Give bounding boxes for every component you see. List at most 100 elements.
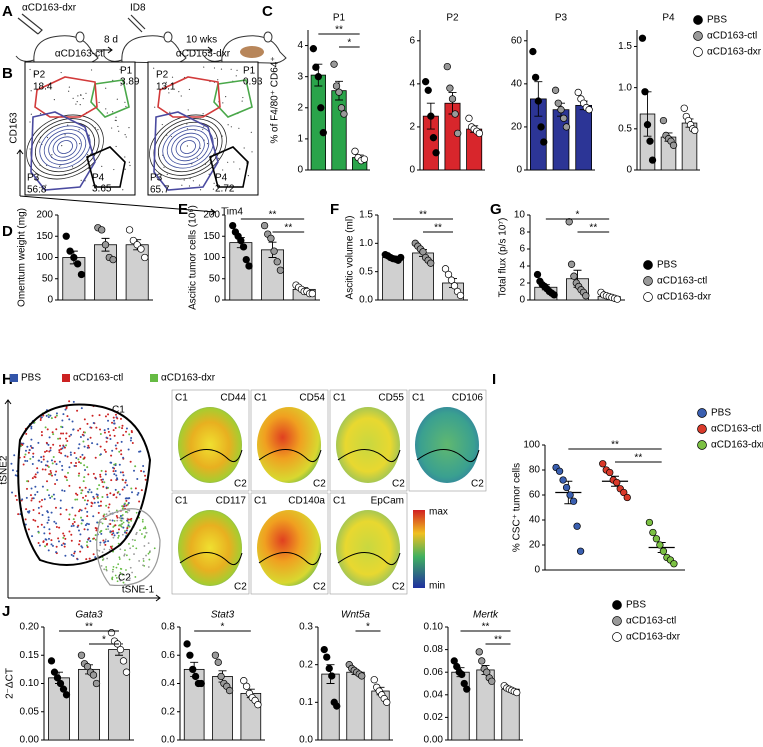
event	[125, 136, 127, 138]
significance-label: **	[634, 453, 642, 464]
legend-label: αCD163-dxr	[707, 47, 762, 58]
cell	[78, 443, 81, 446]
legend-label: αCD163-dxr	[626, 632, 681, 643]
cell	[72, 518, 75, 521]
data-point	[397, 253, 405, 262]
cell	[118, 426, 121, 429]
cell	[103, 568, 106, 571]
cell	[87, 523, 90, 526]
cell	[107, 506, 110, 509]
cell	[37, 506, 40, 509]
y-tick-label: 1.0	[618, 82, 632, 93]
cell	[15, 498, 18, 501]
cell	[86, 446, 89, 449]
cell	[99, 432, 102, 435]
cell	[34, 519, 37, 522]
heatmap	[336, 407, 400, 483]
cell	[142, 527, 145, 530]
event	[218, 157, 220, 159]
y-tick-label: 0.1	[299, 697, 313, 708]
event	[125, 105, 127, 108]
data-point	[613, 478, 621, 487]
cell	[43, 526, 46, 529]
data-point	[656, 541, 664, 549]
legend-swatch	[697, 424, 707, 434]
cell	[134, 539, 136, 542]
cell	[126, 527, 129, 530]
cell	[99, 428, 102, 431]
cell	[123, 553, 126, 556]
event	[192, 180, 195, 182]
contour	[35, 121, 95, 173]
cluster-outline	[337, 449, 401, 463]
event	[60, 71, 62, 74]
cluster-outline	[179, 449, 243, 463]
cell	[90, 491, 93, 494]
event	[113, 168, 115, 171]
data-point	[443, 62, 451, 71]
cell	[77, 429, 80, 432]
y-tick-label: 40	[529, 515, 541, 526]
cell	[109, 530, 112, 533]
cell	[83, 476, 86, 479]
data-point	[646, 137, 654, 145]
cell	[86, 438, 89, 441]
cell	[125, 554, 128, 557]
cell	[124, 481, 127, 484]
cell	[92, 421, 95, 424]
event	[97, 129, 99, 131]
cell	[95, 426, 98, 429]
cell	[86, 466, 89, 469]
legend-swatch	[693, 15, 703, 25]
cell	[68, 513, 71, 516]
cell	[47, 413, 50, 416]
marker-label: CD54	[299, 393, 325, 404]
cell	[147, 566, 150, 568]
cell	[118, 450, 121, 453]
cluster-outline	[416, 449, 480, 463]
cell	[130, 519, 133, 522]
cell	[103, 431, 106, 434]
cell	[83, 431, 86, 434]
cell	[29, 444, 32, 447]
mouse-ear	[75, 31, 85, 43]
cell	[68, 466, 71, 469]
cell	[101, 559, 104, 561]
cell	[44, 545, 47, 548]
event	[124, 156, 126, 158]
cell	[64, 554, 67, 557]
cell	[49, 473, 52, 476]
legend-swatch	[697, 408, 707, 418]
y-tick-label: 200	[36, 210, 53, 221]
cell	[113, 525, 115, 528]
cell	[114, 464, 117, 467]
cell	[141, 518, 144, 521]
cell	[80, 522, 83, 525]
cell	[124, 502, 127, 505]
y-tick-label: 0.3	[299, 622, 313, 633]
cell	[134, 576, 137, 578]
marker-label: EpCam	[371, 496, 404, 507]
cell	[131, 571, 133, 574]
event	[90, 69, 93, 71]
cell	[25, 432, 28, 435]
event	[183, 179, 185, 181]
cell	[121, 517, 124, 520]
cell	[40, 434, 43, 437]
cell	[65, 476, 68, 479]
cell	[143, 536, 146, 539]
chart-title: P2	[446, 13, 459, 24]
cell	[47, 443, 50, 446]
cell	[103, 518, 106, 520]
cell	[26, 459, 29, 462]
y-tick-label: 150	[203, 231, 220, 242]
data-point	[554, 99, 562, 107]
data-point	[444, 270, 453, 279]
data-point	[450, 282, 459, 290]
event	[225, 96, 227, 98]
cell	[65, 406, 68, 409]
event	[105, 87, 107, 89]
y-tick-label: 0	[519, 295, 525, 306]
cell	[106, 496, 109, 499]
event	[220, 68, 223, 70]
